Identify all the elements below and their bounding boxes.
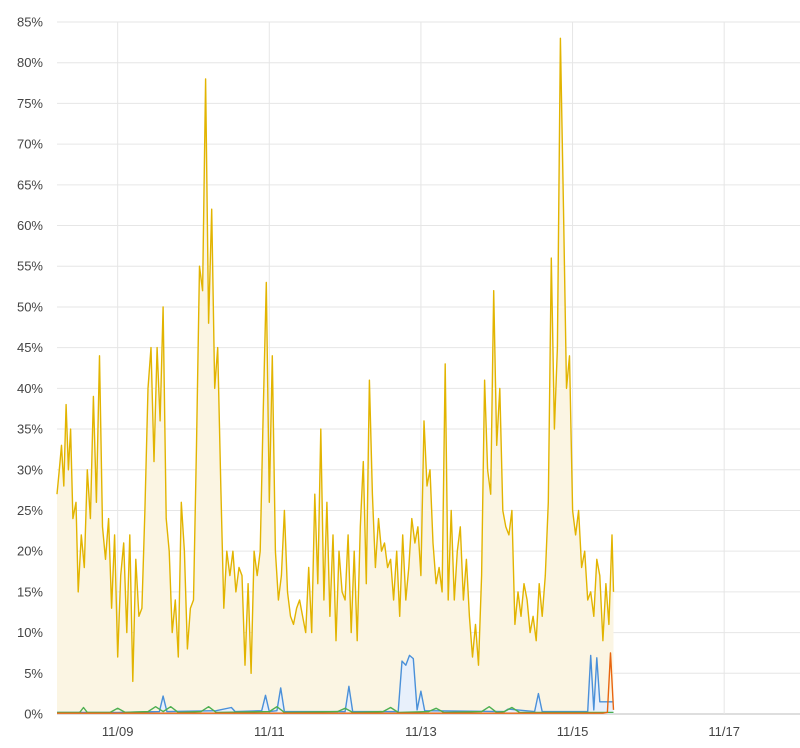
y-tick-label: 25% (17, 503, 43, 518)
y-tick-label: 30% (17, 462, 43, 477)
series-0-line (56, 37, 615, 683)
y-tick-label: 5% (24, 666, 43, 681)
x-tick-label: 11/15 (557, 724, 589, 739)
y-tick-label: 45% (17, 340, 43, 355)
y-tick-label: 35% (17, 422, 43, 437)
series-2-line (57, 706, 614, 714)
y-axis-tick-labels: 0% 5% 10% 15% 20% 25% 30% 35% 40% 45% 50% 55% 60% 65%… (17, 15, 43, 722)
y-tick-label: 65% (17, 177, 43, 192)
x-tick-label: 11/09 (102, 724, 134, 739)
y-tick-label: 60% (17, 218, 43, 233)
y-tick-label: 55% (17, 259, 43, 274)
series-lines (56, 37, 615, 714)
series-1-line (57, 654, 614, 714)
x-axis-tick-labels: 11/09 11/11 11/13 11/15 11/17 (102, 724, 740, 739)
y-tick-label: 75% (17, 96, 43, 111)
y-tick-label: 20% (17, 544, 43, 559)
series-3-line (57, 652, 615, 714)
y-tick-label: 70% (17, 137, 43, 152)
x-tick-label: 11/17 (708, 724, 740, 739)
x-tick-label: 11/11 (254, 724, 285, 739)
y-tick-label: 50% (17, 299, 43, 314)
y-tick-label: 0% (24, 707, 43, 722)
y-tick-label: 15% (17, 584, 43, 599)
y-tick-label: 85% (17, 15, 43, 30)
series-areas (57, 38, 614, 715)
y-tick-label: 80% (17, 55, 43, 70)
y-tick-label: 40% (17, 381, 43, 396)
x-tick-label: 11/13 (405, 724, 437, 739)
series-0-area (57, 38, 614, 715)
y-tick-label: 10% (17, 625, 43, 640)
